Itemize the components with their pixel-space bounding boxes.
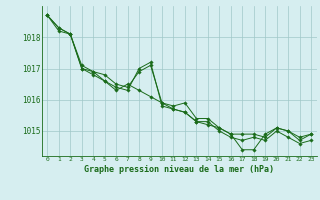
X-axis label: Graphe pression niveau de la mer (hPa): Graphe pression niveau de la mer (hPa) [84,165,274,174]
